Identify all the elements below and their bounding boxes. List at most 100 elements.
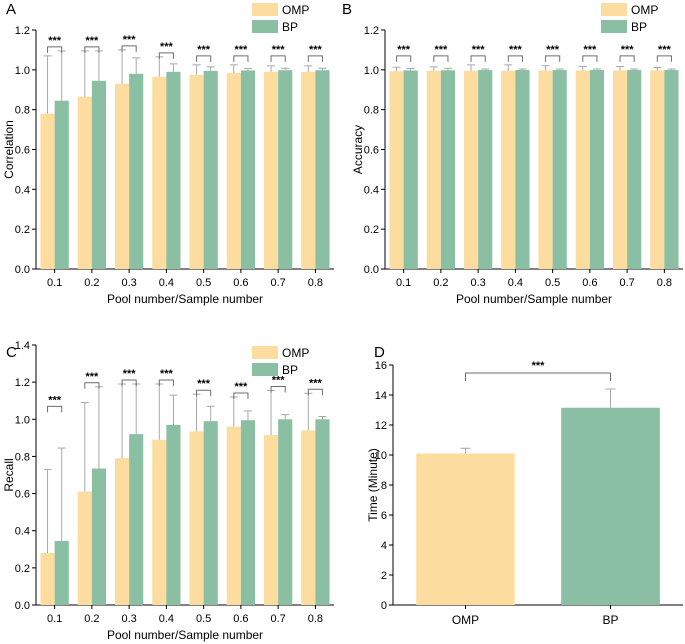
x-tick-label: 0.8 — [308, 277, 323, 289]
significance-bracket — [121, 45, 137, 52]
y-tick-label: 0.2 — [15, 563, 30, 575]
x-tick-label: 0.1 — [47, 277, 62, 289]
y-tick-label: 16 — [375, 360, 387, 372]
bar-bp-0.6 — [240, 70, 256, 269]
bar-bp-0.6 — [240, 420, 256, 605]
y-tick-label: 1.0 — [15, 65, 30, 77]
significance-label: *** — [123, 368, 137, 380]
x-tick-label: 0.8 — [308, 613, 323, 625]
significance-label: *** — [472, 44, 486, 56]
y-tick-label: 1.4 — [15, 340, 30, 352]
significance-label: *** — [272, 44, 286, 56]
significance-bracket — [465, 372, 611, 381]
bar-bp-0.2 — [91, 80, 107, 269]
x-tick-label: 0.3 — [121, 277, 136, 289]
bar-bp — [561, 407, 660, 605]
y-tick-label: 0.4 — [15, 184, 30, 196]
bar-omp — [416, 453, 515, 605]
bar-bp-0.1 — [403, 70, 418, 269]
bar-omp-0.2 — [77, 96, 92, 270]
significance-bracket — [307, 388, 323, 396]
bar-bp-0.7 — [278, 419, 293, 605]
x-tick-label: 0.6 — [233, 613, 248, 625]
bar-bp-0.2 — [91, 468, 107, 605]
bar-bp-0.3 — [478, 70, 493, 269]
significance-label: *** — [197, 378, 211, 390]
significance-label: *** — [583, 44, 597, 56]
y-tick-label: 0.8 — [15, 451, 30, 463]
significance-label: *** — [434, 44, 448, 56]
bar-bp-0.5 — [203, 421, 218, 605]
x-tick-label: 0.5 — [196, 277, 211, 289]
y-tick-label: 1.0 — [364, 65, 379, 77]
x-tick-label: 0.6 — [233, 277, 248, 289]
bar-omp-0.8 — [301, 430, 316, 605]
panel-letter: A — [6, 1, 16, 18]
x-tick-label: 0.1 — [47, 613, 62, 625]
significance-bracket — [196, 55, 212, 62]
significance-bracket — [619, 55, 635, 62]
y-tick-label: 1.2 — [15, 25, 30, 37]
significance-bracket — [121, 379, 137, 386]
significance-bracket — [470, 55, 486, 62]
significance-label: *** — [85, 371, 99, 383]
x-tick-label: 0.4 — [159, 613, 174, 625]
y-tick-label: 0.0 — [15, 264, 30, 276]
bar-omp-0.5 — [189, 431, 204, 605]
x-tick-label: OMP — [452, 613, 479, 627]
legend-swatch-bp — [601, 20, 627, 33]
chart-panel-c: C 0.0 0.2 0.4 0.6 0.8 1.0 1.2 1.4 Recall 0.1 *** 0.2… — [2, 340, 334, 642]
chart-panel-a: A 0.0 0.2 0.4 0.6 0.8 1.0 1.2 Correlation 0.1 *** 0… — [2, 1, 334, 306]
bar-omp-0.3 — [114, 458, 130, 605]
significance-label: *** — [197, 44, 211, 56]
significance-bracket — [433, 55, 449, 62]
y-tick-label: 0.6 — [15, 489, 30, 501]
bar-bp-0.6 — [589, 70, 605, 269]
significance-label: *** — [123, 34, 137, 46]
bar-bp-0.4 — [166, 424, 181, 605]
significance-bracket — [84, 46, 100, 53]
significance-bracket — [233, 55, 249, 62]
legend-label-omp: OMP — [282, 346, 309, 360]
y-axis-label: Accuracy — [351, 125, 365, 174]
y-axis-label: Correlation — [2, 120, 16, 179]
legend-label-bp: BP — [631, 20, 647, 34]
legend-swatch-omp — [252, 346, 278, 359]
y-tick-label: 0.8 — [15, 105, 30, 117]
bar-omp-0.6 — [575, 70, 590, 269]
significance-label: *** — [234, 44, 248, 56]
significance-bracket — [196, 389, 212, 397]
bar-omp-0.8 — [301, 71, 316, 269]
bar-omp-0.7 — [263, 435, 279, 605]
x-tick-label: 0.7 — [270, 613, 285, 625]
bar-omp-0.1 — [40, 553, 55, 605]
significance-label: *** — [272, 375, 286, 387]
panel-letter: D — [374, 344, 385, 361]
x-tick-label: 0.6 — [582, 277, 597, 289]
significance-bracket — [47, 46, 63, 53]
y-tick-label: 14 — [375, 390, 387, 402]
bar-omp-0.8 — [650, 70, 665, 269]
chart-panel-d: D 0 2 4 6 8 10 12 14 16 Time (Minute) OMP BP *** — [366, 344, 683, 627]
x-tick-label: 0.8 — [657, 277, 672, 289]
y-tick-label: 0.2 — [364, 224, 379, 236]
x-tick-label: 0.7 — [619, 277, 634, 289]
bar-bp-0.8 — [315, 70, 330, 270]
y-tick-label: 6 — [381, 510, 387, 522]
significance-label: *** — [309, 44, 323, 56]
bar-omp-0.7 — [263, 71, 279, 269]
y-tick-label: 2 — [381, 570, 387, 582]
x-tick-label: 0.5 — [196, 613, 211, 625]
y-tick-label: 1.2 — [15, 377, 30, 389]
bar-bp-0.2 — [440, 70, 456, 270]
significance-label: *** — [160, 368, 174, 380]
significance-bracket — [84, 382, 100, 389]
significance-label: *** — [509, 44, 523, 56]
y-tick-label: 0 — [381, 600, 387, 612]
significance-label: *** — [658, 44, 672, 56]
bar-bp-0.5 — [203, 70, 218, 270]
significance-bracket — [545, 55, 561, 62]
legend-swatch-omp — [252, 3, 278, 16]
x-tick-label: 0.2 — [84, 613, 99, 625]
legend-swatch-bp — [252, 20, 278, 33]
